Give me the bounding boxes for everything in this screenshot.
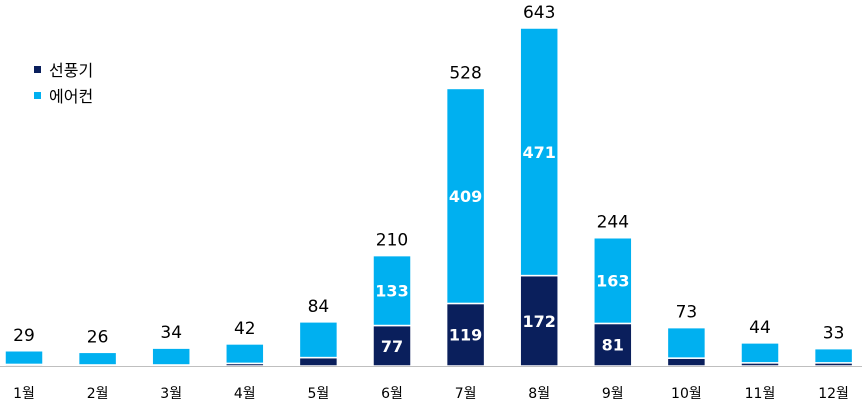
bars-group bbox=[4, 27, 854, 367]
bar-aircon-5 bbox=[298, 321, 339, 359]
x-tick-label-1: 1월 bbox=[13, 386, 35, 402]
x-tick-label-11: 11월 bbox=[745, 386, 776, 402]
bar-fan-7 bbox=[445, 302, 486, 367]
total-label-8: 643 bbox=[523, 3, 555, 23]
segment-label-fan-7: 119 bbox=[449, 326, 482, 345]
x-tick-label-8: 8월 bbox=[528, 386, 550, 402]
total-label-1: 29 bbox=[13, 326, 35, 346]
bar-aircon-10 bbox=[666, 326, 707, 359]
total-label-9: 244 bbox=[597, 213, 629, 233]
bar-aircon-3 bbox=[151, 347, 191, 366]
x-tick-label-2: 2월 bbox=[87, 386, 109, 402]
x-tick-label-7: 7월 bbox=[455, 386, 477, 402]
legend-item-fan: 선풍기 bbox=[34, 56, 93, 82]
bar-aircon-11 bbox=[740, 342, 780, 364]
segment-label-fan-9: 81 bbox=[602, 336, 624, 355]
segment-label-fan-6: 77 bbox=[381, 337, 403, 356]
segment-label-aircon-9: 163 bbox=[596, 272, 629, 291]
legend-swatch-fan bbox=[34, 65, 41, 73]
total-label-11: 44 bbox=[749, 318, 771, 338]
bar-aircon-9 bbox=[593, 236, 633, 325]
bar-fan-10 bbox=[666, 357, 707, 367]
segment-label-aircon-6: 133 bbox=[375, 282, 408, 301]
legend-item-aircon: 에어컨 bbox=[34, 82, 93, 108]
x-tick-label-6: 6월 bbox=[381, 386, 403, 402]
total-label-2: 26 bbox=[87, 327, 109, 347]
segment-label-fan-8: 172 bbox=[522, 312, 555, 331]
x-tick-label-9: 9월 bbox=[602, 386, 624, 402]
x-tick-label-3: 3월 bbox=[160, 386, 182, 402]
x-tick-label-12: 12월 bbox=[818, 386, 849, 402]
total-label-5: 84 bbox=[308, 297, 330, 317]
x-tick-labels: 1월 2월 3월 4월 5월 6월 7월 8월 9월 10월 11월 12월 bbox=[13, 386, 849, 402]
bar-fan-6 bbox=[372, 324, 412, 367]
total-label-4: 42 bbox=[234, 319, 256, 339]
legend: 선풍기 에어컨 bbox=[34, 56, 93, 108]
bar-aircon-8 bbox=[519, 27, 559, 277]
legend-label-fan: 선풍기 bbox=[49, 61, 94, 80]
x-tick-label-5: 5월 bbox=[308, 386, 330, 402]
bar-fan-5 bbox=[298, 356, 339, 367]
total-label-3: 34 bbox=[160, 323, 182, 343]
x-tick-label-10: 10월 bbox=[671, 386, 702, 402]
segment-label-aircon-8: 471 bbox=[522, 143, 555, 162]
segment-label-aircon-7: 409 bbox=[449, 187, 482, 206]
bar-aircon-7 bbox=[445, 87, 486, 305]
total-label-10: 73 bbox=[676, 303, 698, 323]
bar-fan-8 bbox=[519, 274, 559, 367]
bar-aircon-12 bbox=[813, 347, 854, 364]
total-label-6: 210 bbox=[376, 231, 408, 251]
bar-aircon-2 bbox=[77, 351, 118, 366]
labels-group: 29 26 34 42 84 77 133 210 119 409 528 172 471 643 81 16… bbox=[13, 3, 844, 356]
legend-swatch-aircon bbox=[34, 91, 41, 99]
bar-aircon-1 bbox=[4, 350, 44, 366]
legend-label-aircon: 에어컨 bbox=[49, 87, 94, 106]
bar-aircon-4 bbox=[225, 343, 265, 365]
bar-aircon-6 bbox=[372, 254, 412, 327]
total-label-7: 528 bbox=[449, 63, 481, 83]
total-label-12: 33 bbox=[823, 324, 845, 344]
x-tick-label-4: 4월 bbox=[234, 386, 256, 402]
